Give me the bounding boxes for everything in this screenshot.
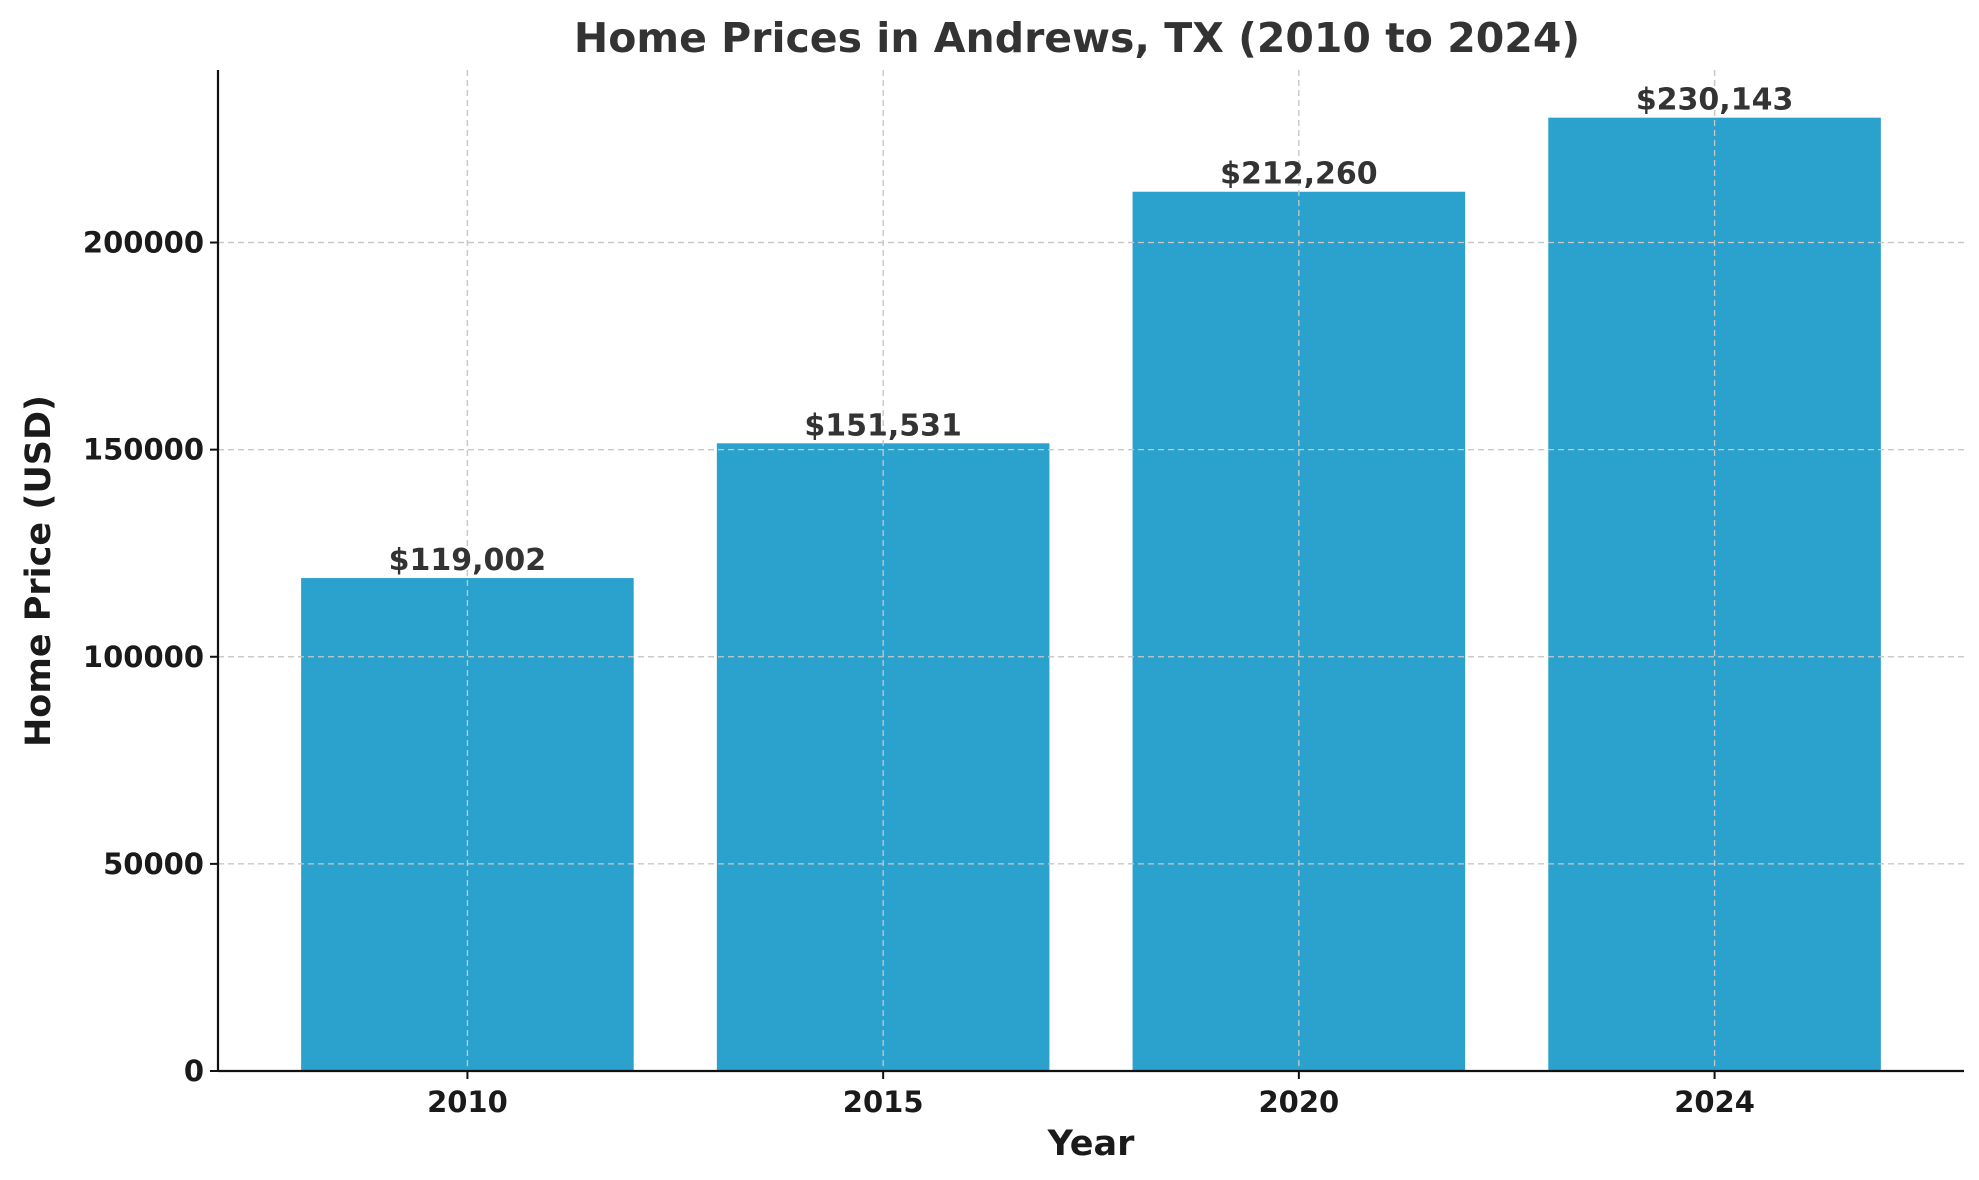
x-tick-label: 2020: [1258, 1085, 1339, 1119]
bar-value-label: $212,260: [1220, 157, 1378, 192]
bar-value-label: $119,002: [389, 543, 547, 578]
x-gridlines-overlay: [218, 70, 1964, 1071]
y-axis-label: Home Price (USD): [19, 395, 59, 747]
y-tick-label: 100000: [83, 640, 204, 674]
bar-value-label: $230,143: [1636, 83, 1794, 118]
bar-value-label: $151,531: [804, 408, 962, 443]
y-axis-ticks: 0 50000 100000 150000 200000: [83, 226, 218, 1088]
bars: [301, 117, 1881, 1072]
bar: [716, 443, 1050, 1071]
x-tick-label: 2015: [843, 1085, 924, 1119]
y-tick-label: 200000: [83, 226, 204, 260]
y-tick-label: 150000: [83, 433, 204, 467]
x-axis-label: Year: [1047, 1124, 1135, 1164]
data-labels: $119,002 $151,531 $212,260 $230,143: [389, 83, 1794, 578]
x-tick-label: 2024: [1674, 1085, 1755, 1119]
y-tick-label: 50000: [103, 847, 204, 881]
y-tick-label: 0: [184, 1054, 204, 1088]
x-axis-ticks: 2010 2015 2020 2024: [427, 1071, 1755, 1119]
x-tick-label: 2010: [427, 1085, 508, 1119]
chart-title: Home Prices in Andrews, TX (2010 to 2024…: [574, 14, 1580, 62]
